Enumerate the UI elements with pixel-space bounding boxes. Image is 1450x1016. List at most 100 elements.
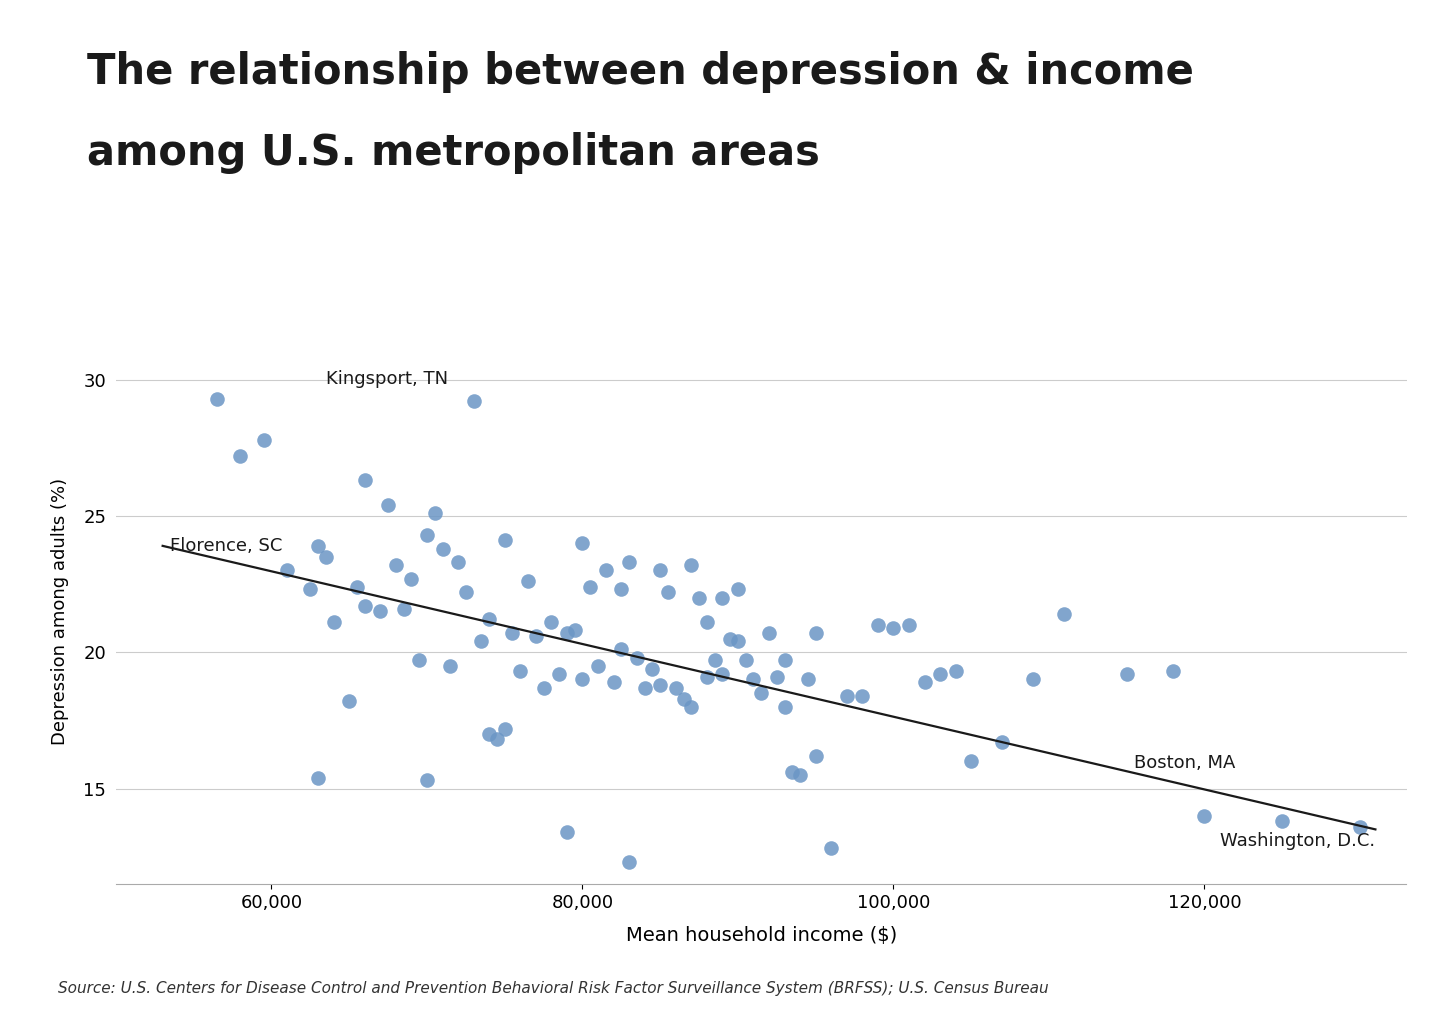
Point [354, 597, 377, 614]
Point [960, 753, 983, 769]
Point [602, 674, 625, 690]
Point [819, 840, 842, 856]
Text: Kingsport, TN: Kingsport, TN [326, 370, 448, 388]
Point [423, 505, 447, 521]
Point [463, 393, 486, 409]
Point [742, 672, 766, 688]
Point [439, 657, 463, 674]
Point [563, 622, 586, 638]
Point [609, 641, 632, 657]
Point [1270, 813, 1293, 829]
Point [345, 579, 368, 595]
Point [447, 554, 470, 570]
Point [493, 532, 516, 549]
Point [664, 680, 687, 696]
Text: Washington, D.C.: Washington, D.C. [1219, 832, 1375, 850]
Point [928, 665, 951, 682]
Point [866, 617, 889, 633]
Point [431, 541, 454, 557]
Point [634, 680, 657, 696]
Point [392, 600, 415, 617]
Point [338, 693, 361, 709]
Point [276, 562, 299, 578]
Point [734, 652, 757, 669]
Point [789, 767, 812, 783]
Point [525, 628, 548, 644]
Point [726, 581, 750, 597]
Point [882, 620, 905, 636]
Point [206, 390, 229, 406]
Point [377, 497, 400, 513]
Point [609, 581, 632, 597]
Point [594, 562, 618, 578]
Point [509, 663, 532, 680]
Point [657, 584, 680, 600]
Point [990, 734, 1014, 750]
Point [671, 691, 695, 707]
Point [695, 614, 718, 630]
Point [618, 854, 641, 871]
Text: The relationship between depression & income: The relationship between depression & in… [87, 51, 1193, 92]
Point [719, 630, 742, 647]
Point [229, 448, 252, 464]
Point [898, 617, 921, 633]
Point [648, 562, 671, 578]
Point [757, 625, 780, 641]
Point [641, 660, 664, 677]
Point [835, 688, 858, 704]
Y-axis label: Depression among adults (%): Depression among adults (%) [51, 478, 70, 745]
Point [493, 720, 516, 737]
Point [695, 669, 718, 685]
Point [1022, 672, 1045, 688]
Point [1161, 663, 1185, 680]
Point [322, 614, 345, 630]
Point [299, 581, 322, 597]
Point [586, 657, 609, 674]
Point [477, 612, 500, 628]
Point [470, 633, 493, 649]
Point [914, 674, 937, 690]
Text: Florence, SC: Florence, SC [171, 536, 283, 555]
Point [400, 570, 423, 586]
Point [579, 579, 602, 595]
Point [703, 652, 726, 669]
Point [252, 432, 276, 448]
Point [555, 625, 579, 641]
Point [571, 672, 594, 688]
Point [454, 584, 477, 600]
Point [384, 557, 407, 573]
Point [851, 688, 874, 704]
Point [532, 680, 555, 696]
Point [680, 557, 703, 573]
Point [773, 652, 796, 669]
Point [766, 669, 789, 685]
Point [407, 652, 431, 669]
Point [773, 699, 796, 715]
Point [944, 663, 967, 680]
Text: among U.S. metropolitan areas: among U.S. metropolitan areas [87, 132, 819, 174]
Point [780, 764, 803, 780]
Point [415, 527, 438, 544]
Point [368, 604, 392, 620]
Point [477, 725, 500, 742]
X-axis label: Mean household income ($): Mean household income ($) [625, 926, 898, 945]
Point [648, 677, 671, 693]
Point [1053, 606, 1076, 622]
Point [680, 699, 703, 715]
Point [1348, 819, 1372, 835]
Point [625, 649, 648, 665]
Point [710, 589, 734, 606]
Point [315, 549, 338, 565]
Point [687, 589, 710, 606]
Point [306, 537, 329, 554]
Point [618, 554, 641, 570]
Point [1193, 808, 1217, 824]
Text: Boston, MA: Boston, MA [1134, 754, 1235, 772]
Point [354, 472, 377, 489]
Point [1115, 665, 1138, 682]
Point [306, 769, 329, 785]
Point [486, 732, 509, 748]
Point [726, 633, 750, 649]
Point [415, 772, 438, 788]
Point [555, 824, 579, 840]
